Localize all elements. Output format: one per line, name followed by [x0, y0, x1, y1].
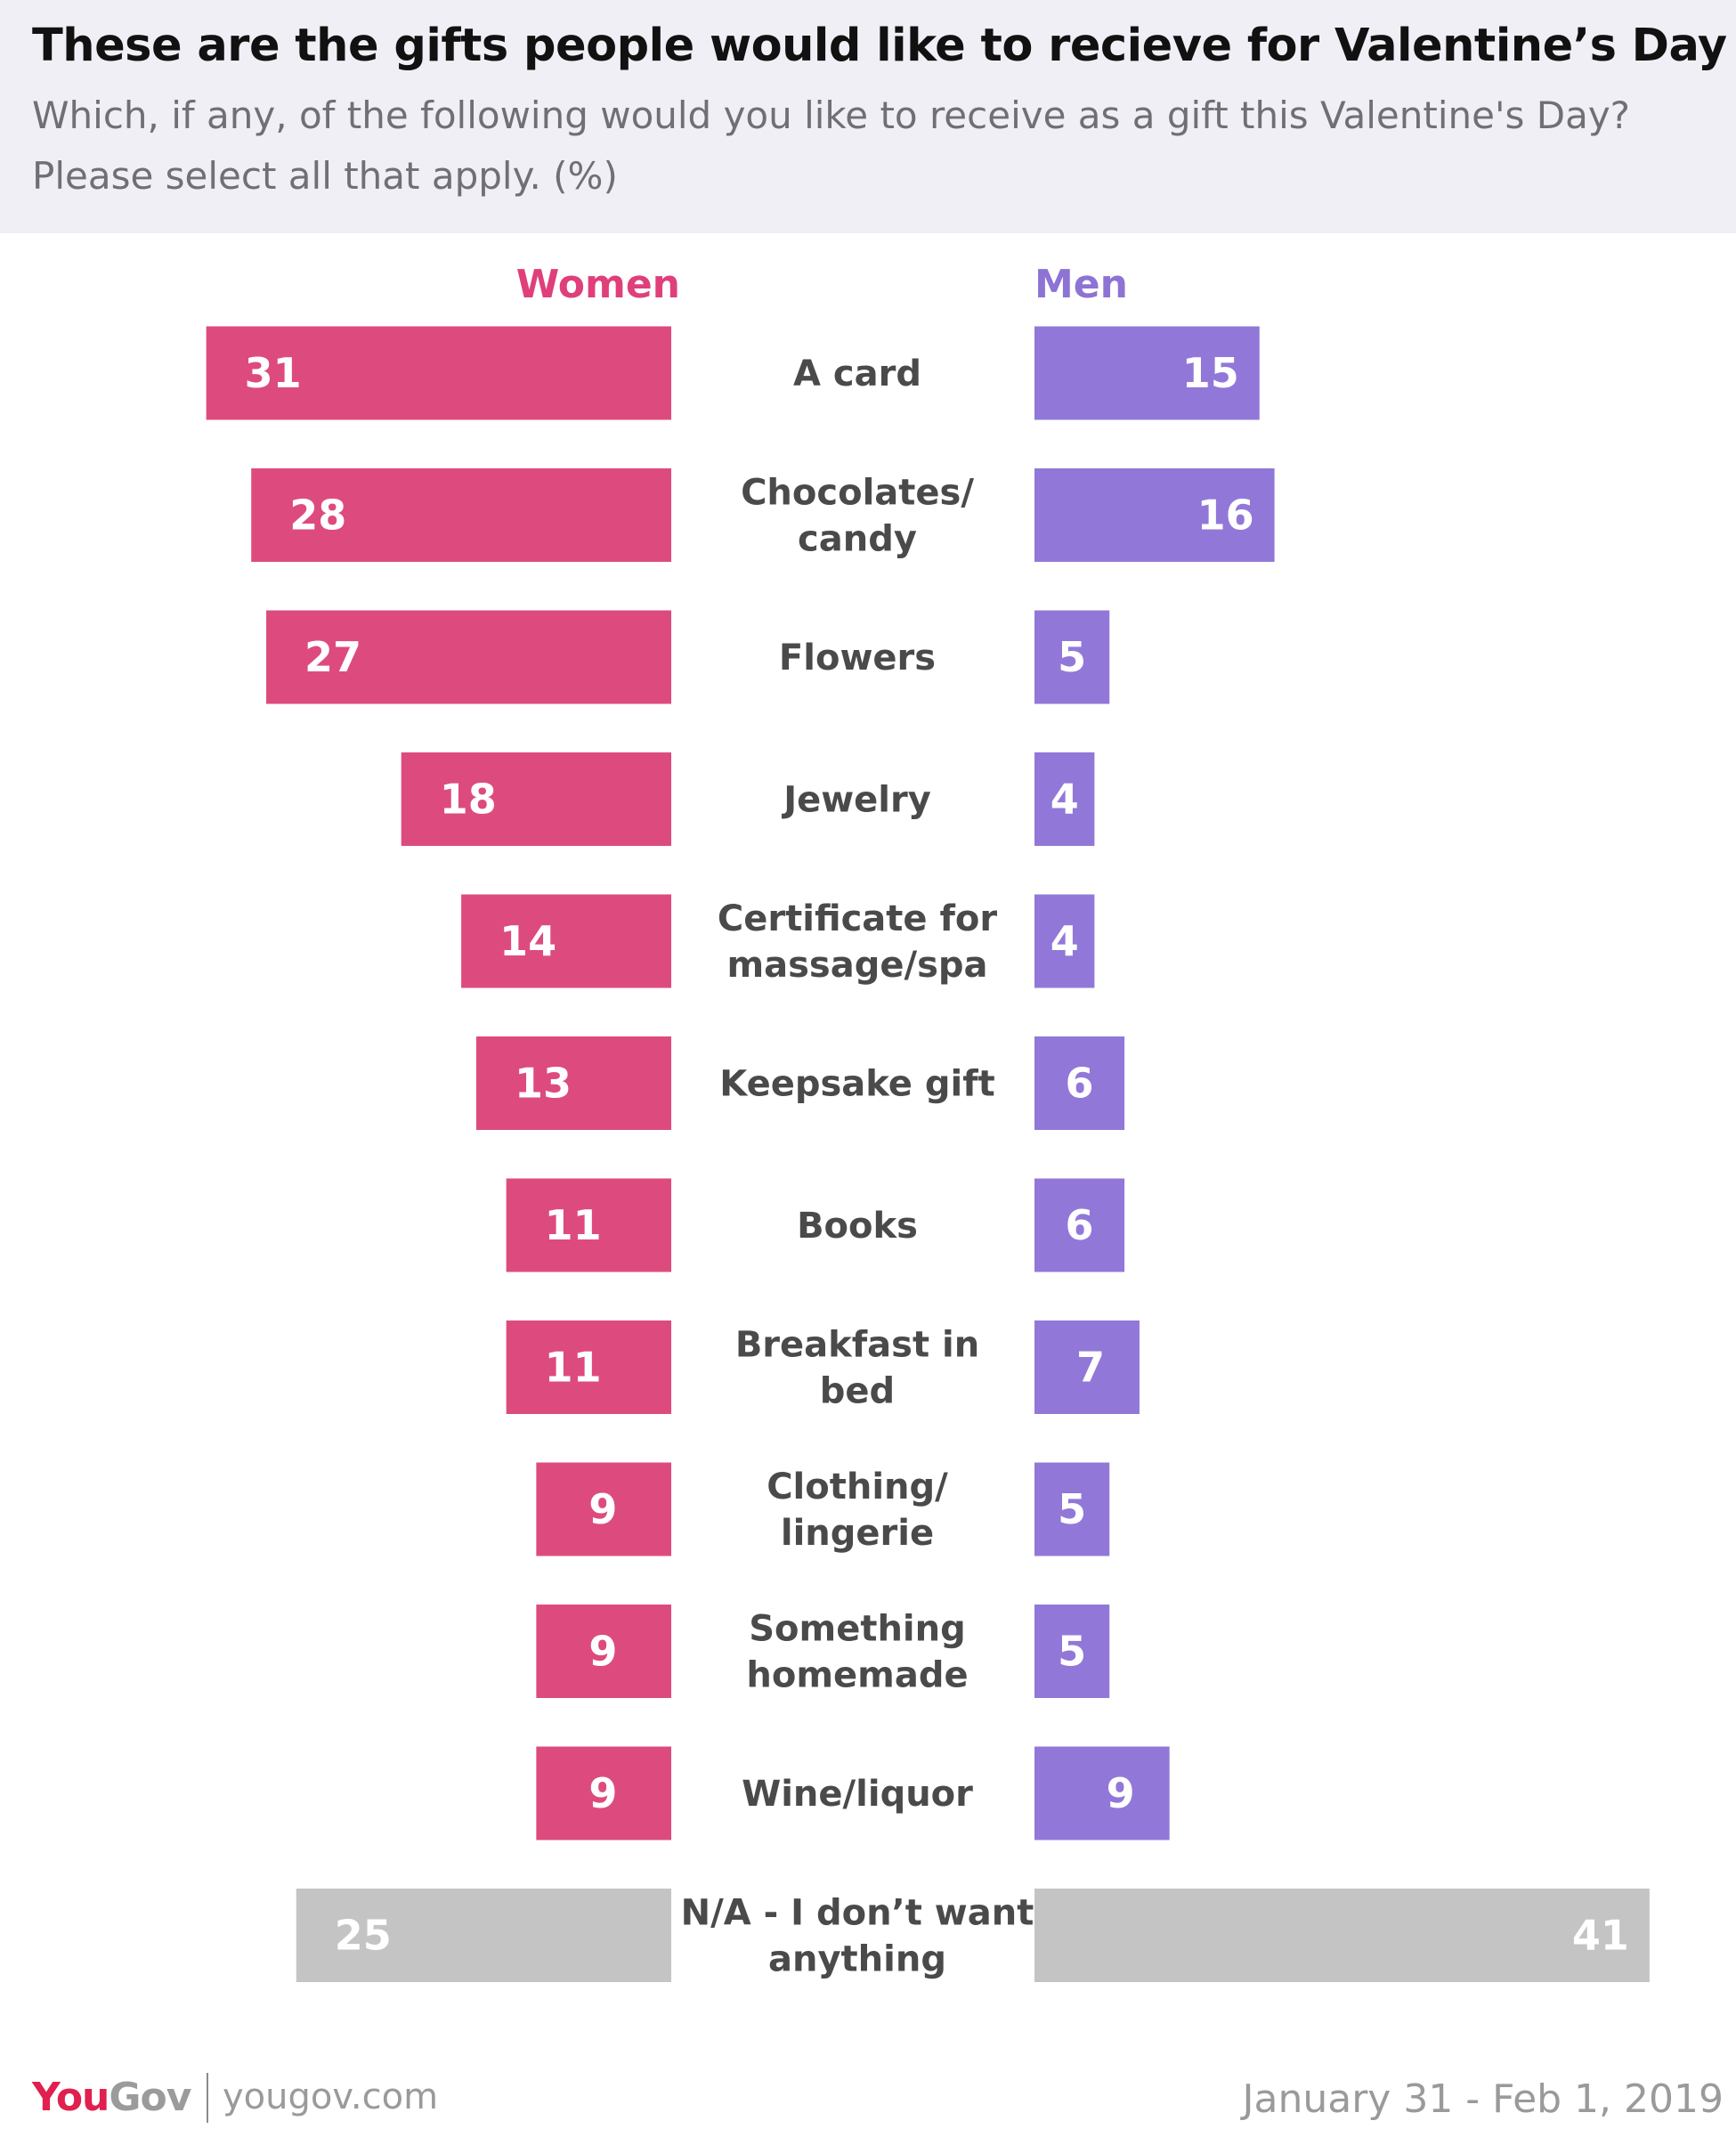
value-label-women: 9 [588, 1628, 617, 1676]
legend-women: Women [516, 262, 680, 307]
category-label: anything [768, 1939, 946, 1980]
value-label-women: 13 [515, 1060, 572, 1108]
value-label-women: 14 [499, 917, 556, 965]
bar-women [206, 326, 671, 420]
bar-women [461, 894, 671, 988]
category-label: lingerie [781, 1513, 934, 1554]
bar-women [536, 1605, 671, 1698]
value-label-men: 16 [1197, 492, 1254, 540]
bar-men [1034, 610, 1110, 704]
legend-men: Men [1034, 262, 1128, 307]
value-label-men: 9 [1107, 1769, 1135, 1817]
bar-men [1034, 1178, 1125, 1272]
category-label: Breakfast in [735, 1325, 979, 1366]
category-label: Chocolates/ [741, 473, 974, 514]
value-label-men: 6 [1066, 1201, 1094, 1249]
category-label: Something [749, 1609, 966, 1650]
category-label: bed [820, 1371, 895, 1412]
category-label: Books [797, 1206, 918, 1247]
bar-women [506, 1320, 671, 1414]
bar-women [536, 1462, 671, 1556]
value-label-women: 27 [304, 633, 361, 681]
logo-you: You [32, 2075, 110, 2120]
category-label: A card [793, 353, 921, 394]
bar-men [1034, 468, 1275, 562]
category-label: Flowers [779, 638, 936, 678]
category-label: Clothing/ [767, 1467, 948, 1507]
bar-women [536, 1746, 671, 1840]
bar-men [1034, 752, 1095, 846]
value-label-men: 5 [1058, 1485, 1086, 1533]
value-label-women: 9 [588, 1769, 617, 1817]
value-label-women: 25 [335, 1912, 392, 1960]
footer: YouGov yougov.com January 31 - Feb 1, 20… [0, 2048, 1736, 2137]
chart-subtitle: Which, if any, of the following would yo… [32, 93, 1630, 198]
bar-men [1034, 1462, 1110, 1556]
bar-women [251, 468, 671, 562]
value-label-men: 41 [1572, 1912, 1629, 1960]
value-label-women: 9 [588, 1485, 617, 1533]
bar-men [1034, 1605, 1110, 1698]
category-label: Keepsake gift [719, 1064, 994, 1105]
bar-men [1034, 1320, 1140, 1414]
site-link[interactable]: yougov.com [223, 2076, 439, 2117]
bar-men [1034, 326, 1260, 420]
bar-men [1034, 1036, 1125, 1130]
category-label: N/A - I don’t want [681, 1893, 1034, 1934]
bar-women [475, 1036, 671, 1130]
value-label-women: 11 [545, 1201, 602, 1249]
chart-title: These are the gifts people would like to… [32, 20, 1727, 72]
yougov-logo[interactable]: YouGov [32, 2075, 191, 2120]
category-label: Jewelry [781, 780, 931, 821]
value-label-men: 5 [1058, 1628, 1086, 1676]
value-label-men: 4 [1051, 776, 1079, 824]
category-label: Wine/liquor [742, 1774, 973, 1815]
survey-date: January 31 - Feb 1, 2019 [1242, 2076, 1724, 2122]
bar-men [1034, 1746, 1170, 1840]
category-label: homemade [746, 1655, 968, 1696]
bar-women [296, 1889, 671, 1982]
category-label: Certificate for [718, 898, 997, 939]
value-label-men: 7 [1076, 1344, 1105, 1392]
bar-women [266, 610, 671, 704]
value-label-women: 18 [440, 776, 497, 824]
value-label-women: 11 [545, 1344, 602, 1392]
value-label-women: 31 [245, 349, 302, 397]
bar-men [1034, 894, 1095, 988]
bar-men [1034, 1889, 1650, 1982]
value-label-men: 15 [1182, 349, 1239, 397]
diverging-bar-chart: Women Men 31 15 A card 28 16 Chocolates/candy 27… [206, 262, 1650, 1982]
footer-divider [207, 2073, 208, 2123]
category-label: massage/spa [726, 945, 987, 986]
value-label-men: 6 [1066, 1060, 1094, 1108]
category-label: candy [798, 519, 917, 560]
value-label-women: 28 [289, 492, 346, 540]
header: These are the gifts people would like to… [0, 0, 1736, 233]
value-label-men: 5 [1058, 633, 1086, 681]
bar-women [401, 752, 671, 846]
value-label-men: 4 [1051, 917, 1079, 965]
bar-women [506, 1178, 671, 1272]
logo-gov: Gov [109, 2075, 191, 2120]
